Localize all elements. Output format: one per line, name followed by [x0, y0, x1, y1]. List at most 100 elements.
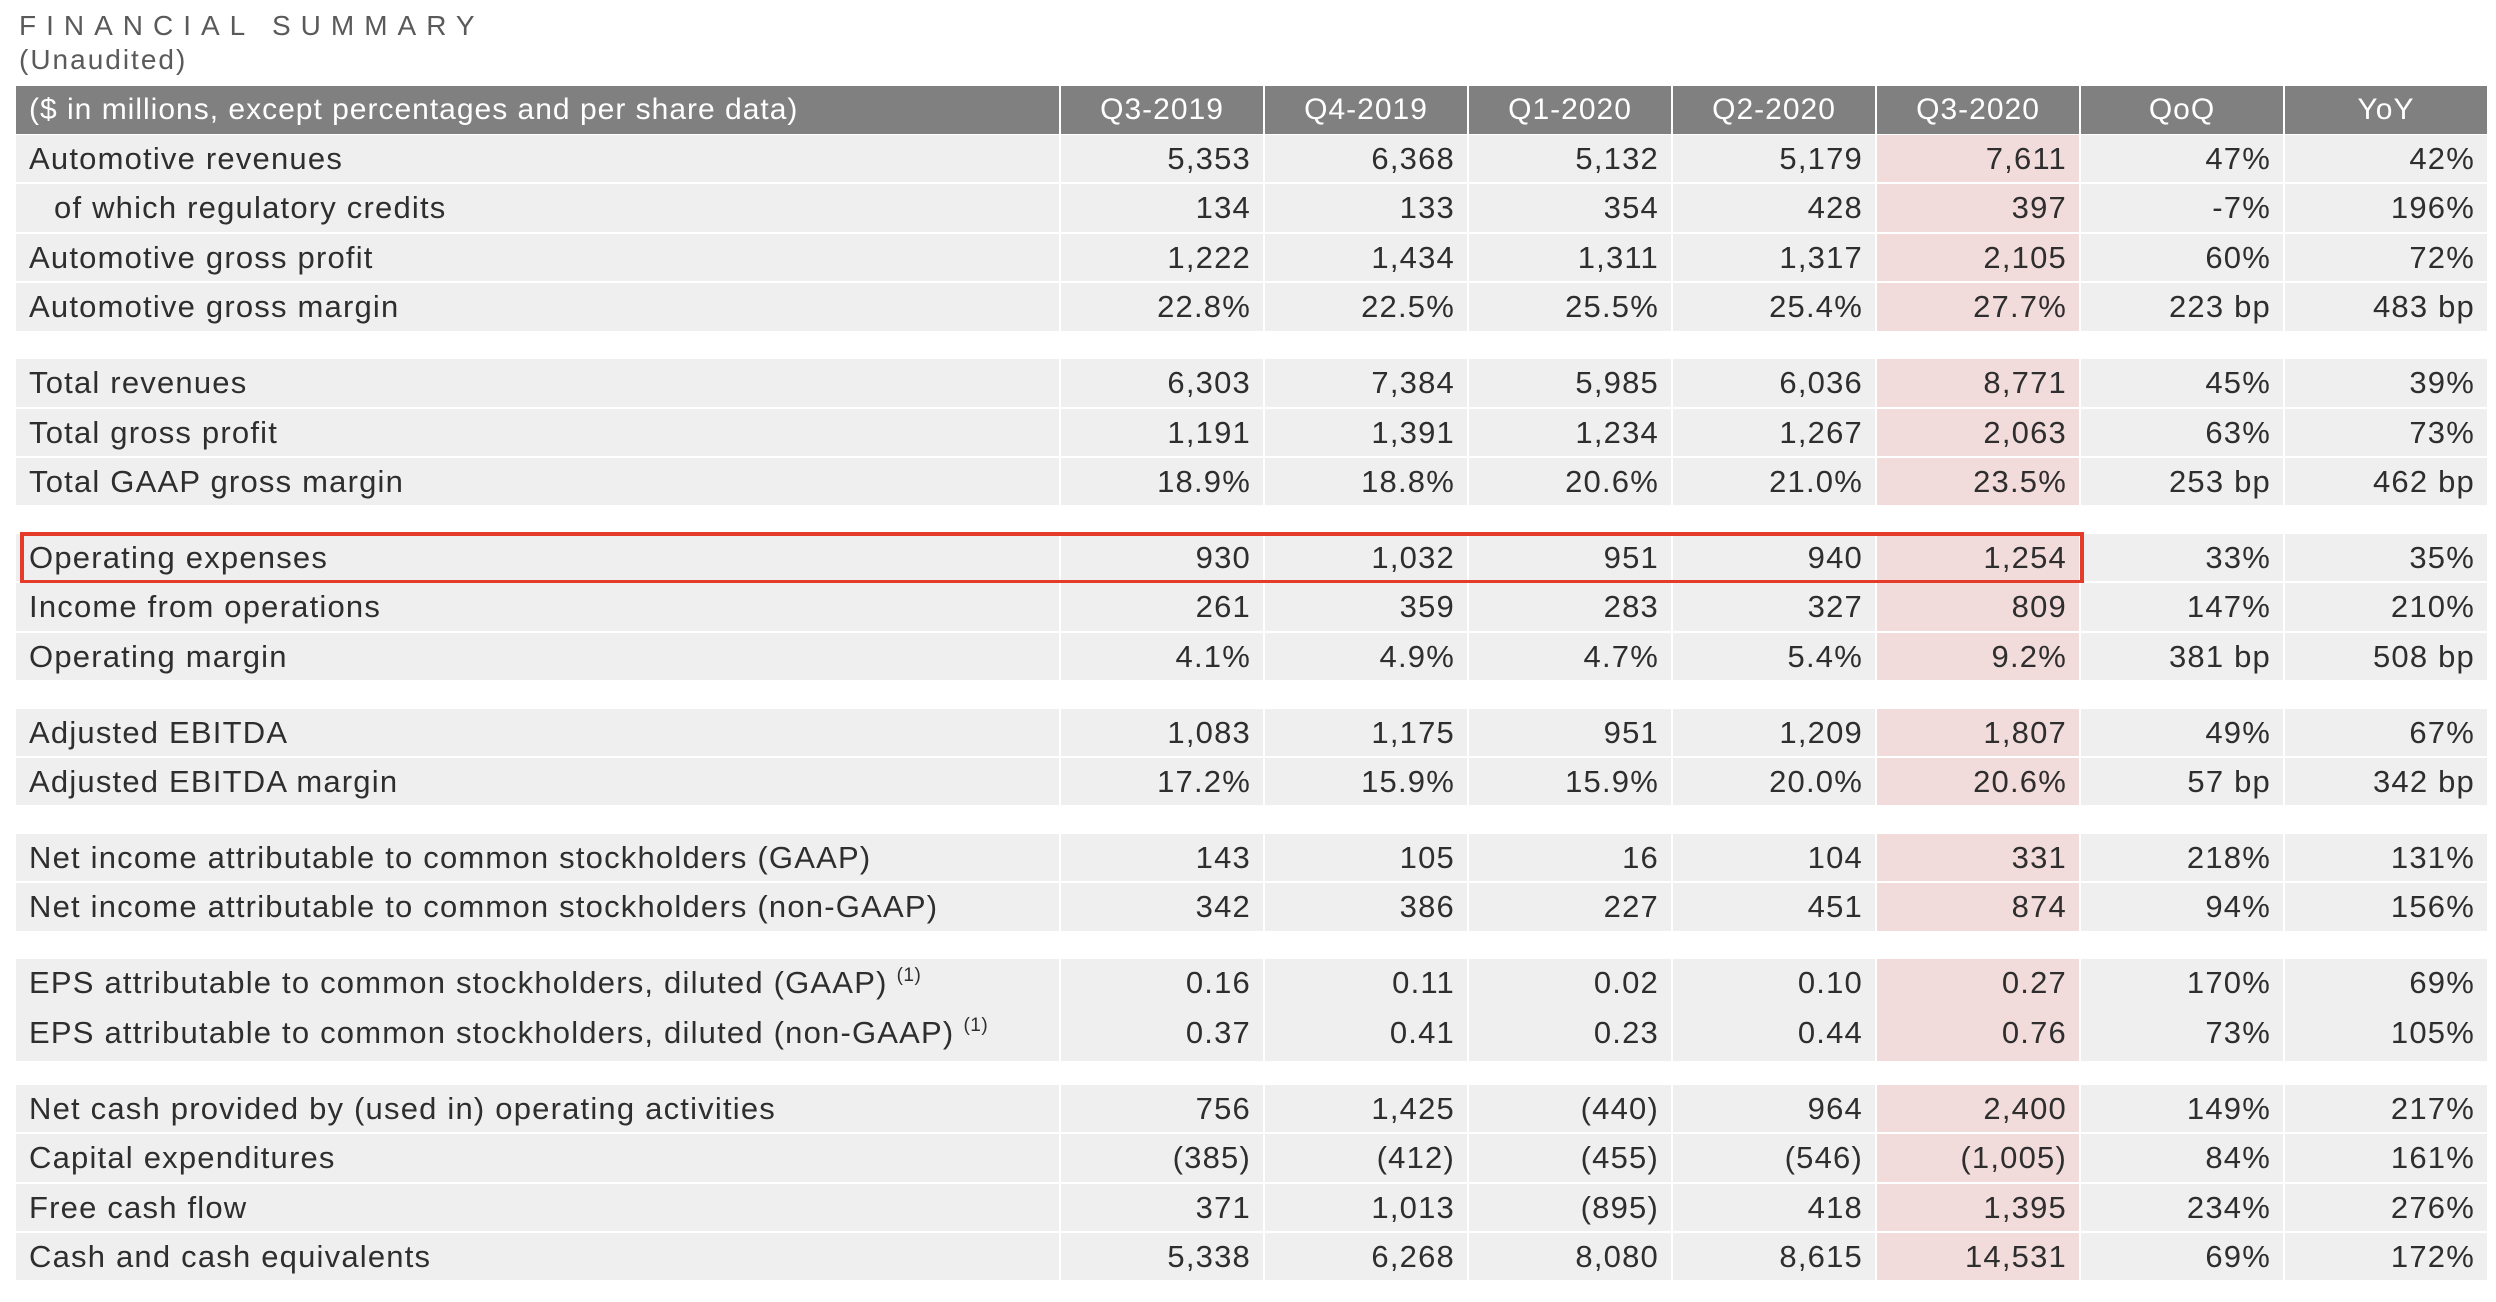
- table-row: EPS attributable to common stockholders,…: [16, 1008, 2487, 1062]
- row-label: Adjusted EBITDA margin: [16, 758, 1059, 806]
- value-q3-2020: 8,771: [1875, 359, 2079, 407]
- value-yoy: 35%: [2283, 533, 2487, 582]
- value-q1-2020: 25.5%: [1467, 283, 1671, 331]
- value-q4-2019: 4.9%: [1263, 632, 1467, 681]
- value-q3-2019: 1,222: [1059, 233, 1263, 282]
- value-q3-2019: 143: [1059, 834, 1263, 882]
- value-yoy: 483 bp: [2283, 283, 2487, 331]
- column-header-q3-2020: Q3-2020: [1875, 86, 2079, 134]
- row-label-text: Free cash flow: [29, 1189, 248, 1225]
- value-q4-2019: 22.5%: [1263, 283, 1467, 331]
- value-qoq: 234%: [2079, 1183, 2283, 1231]
- row-label-text: Operating expenses: [29, 539, 329, 575]
- value-q2-2020: 20.0%: [1671, 758, 1875, 806]
- value-q1-2020: 951: [1467, 708, 1671, 757]
- value-yoy: 131%: [2283, 834, 2487, 882]
- value-q3-2019: 1,191: [1059, 408, 1263, 456]
- value-qoq: 33%: [2079, 533, 2283, 582]
- value-q3-2020: 2,400: [1875, 1084, 2079, 1133]
- value-qoq: 170%: [2079, 959, 2283, 1012]
- value-q1-2020: 20.6%: [1467, 457, 1671, 506]
- value-qoq: 94%: [2079, 883, 2283, 931]
- value-q1-2020: 16: [1467, 834, 1671, 882]
- value-q3-2020: 14,531: [1875, 1232, 2079, 1281]
- row-label-text: Net income attributable to common stockh…: [29, 840, 872, 876]
- row-label: Automotive revenues: [16, 135, 1059, 183]
- value-q3-2019: 5,338: [1059, 1232, 1263, 1281]
- value-yoy: 161%: [2283, 1134, 2487, 1182]
- value-qoq: 49%: [2079, 708, 2283, 757]
- table-row: Capital expenditures (385) (412) (455) (546)…: [16, 1134, 2487, 1182]
- value-yoy: 210%: [2283, 583, 2487, 631]
- value-yoy: 39%: [2283, 359, 2487, 407]
- table-row: Net income attributable to common stockh…: [16, 883, 2487, 931]
- value-qoq: 253 bp: [2079, 457, 2283, 506]
- table-row: EPS attributable to common stockholders,…: [16, 959, 2487, 1012]
- row-label-text: Operating margin: [29, 638, 288, 674]
- value-q3-2019: 134: [1059, 184, 1263, 232]
- value-q1-2020: 8,080: [1467, 1232, 1671, 1281]
- row-group: Operating expenses 930 1,032 951 940 1,254 33%…: [16, 531, 2487, 681]
- row-label-text: Income from operations: [29, 589, 382, 625]
- value-q2-2020: 104: [1671, 834, 1875, 882]
- value-q3-2020: 27.7%: [1875, 283, 2079, 331]
- value-qoq: 60%: [2079, 233, 2283, 282]
- value-q2-2020: 5,179: [1671, 135, 1875, 183]
- value-yoy: 73%: [2283, 408, 2487, 456]
- value-qoq: 149%: [2079, 1084, 2283, 1133]
- value-q2-2020: 451: [1671, 883, 1875, 931]
- value-q4-2019: 18.8%: [1263, 457, 1467, 506]
- value-q1-2020: 951: [1467, 533, 1671, 582]
- value-q1-2020: 1,311: [1467, 233, 1671, 282]
- value-yoy: 67%: [2283, 708, 2487, 757]
- value-q2-2020: 940: [1671, 533, 1875, 582]
- value-q4-2019: 0.11: [1263, 959, 1467, 1012]
- table-row: Automotive revenues 5,353 6,368 5,132 5,179 7…: [16, 135, 2487, 183]
- value-yoy: 72%: [2283, 233, 2487, 282]
- row-label-text: Automotive revenues: [29, 141, 344, 176]
- value-q3-2019: 342: [1059, 883, 1263, 931]
- value-qoq: 63%: [2079, 408, 2283, 456]
- row-label: Automotive gross margin: [16, 283, 1059, 331]
- row-group: Automotive revenues 5,353 6,368 5,132 5,179 7…: [16, 135, 2487, 331]
- value-yoy: 217%: [2283, 1084, 2487, 1133]
- row-label: Adjusted EBITDA: [16, 708, 1059, 757]
- value-q4-2019: 1,013: [1263, 1183, 1467, 1231]
- value-q1-2020: (895): [1467, 1183, 1671, 1231]
- row-label-text: Cash and cash equivalents: [29, 1238, 432, 1274]
- value-q2-2020: 964: [1671, 1084, 1875, 1133]
- row-label: Total revenues: [16, 359, 1059, 407]
- value-q3-2019: 261: [1059, 583, 1263, 631]
- row-label-text: Adjusted EBITDA: [29, 714, 289, 750]
- value-q3-2019: 4.1%: [1059, 632, 1263, 681]
- column-header-q2-2020: Q2-2020: [1671, 86, 1875, 134]
- value-q3-2020: 20.6%: [1875, 758, 2079, 806]
- value-q3-2019: 17.2%: [1059, 758, 1263, 806]
- value-qoq: 147%: [2079, 583, 2283, 631]
- row-group: Total revenues 6,303 7,384 5,985 6,036 8,771 4…: [16, 359, 2487, 506]
- row-label: Capital expenditures: [16, 1134, 1059, 1182]
- value-q3-2019: 0.16: [1059, 959, 1263, 1012]
- row-label-text: Net cash provided by (used in) operating…: [29, 1090, 776, 1126]
- value-q3-2019: 371: [1059, 1183, 1263, 1231]
- row-label-text: Net income attributable to common stockh…: [29, 889, 939, 925]
- column-header-qoq: QoQ: [2079, 86, 2283, 134]
- value-yoy: 156%: [2283, 883, 2487, 931]
- value-q1-2020: 354: [1467, 184, 1671, 232]
- value-qoq: 45%: [2079, 359, 2283, 407]
- value-yoy: 462 bp: [2283, 457, 2487, 506]
- row-group: Net cash provided by (used in) operating…: [16, 1084, 2487, 1281]
- value-yoy: 69%: [2283, 959, 2487, 1012]
- row-label: Net cash provided by (used in) operating…: [16, 1084, 1059, 1133]
- value-q1-2020: (455): [1467, 1134, 1671, 1182]
- value-q1-2020: 0.23: [1467, 1008, 1671, 1062]
- row-label: Operating expenses: [16, 533, 1059, 582]
- table-row: of which regulatory credits 134 133 354 428 3…: [16, 184, 2487, 232]
- value-q2-2020: 21.0%: [1671, 457, 1875, 506]
- value-q2-2020: 327: [1671, 583, 1875, 631]
- row-label: Free cash flow: [16, 1183, 1059, 1231]
- value-q1-2020: (440): [1467, 1084, 1671, 1133]
- row-label-text: Automotive gross profit: [29, 239, 374, 275]
- value-q3-2019: 930: [1059, 533, 1263, 582]
- value-q1-2020: 5,132: [1467, 135, 1671, 183]
